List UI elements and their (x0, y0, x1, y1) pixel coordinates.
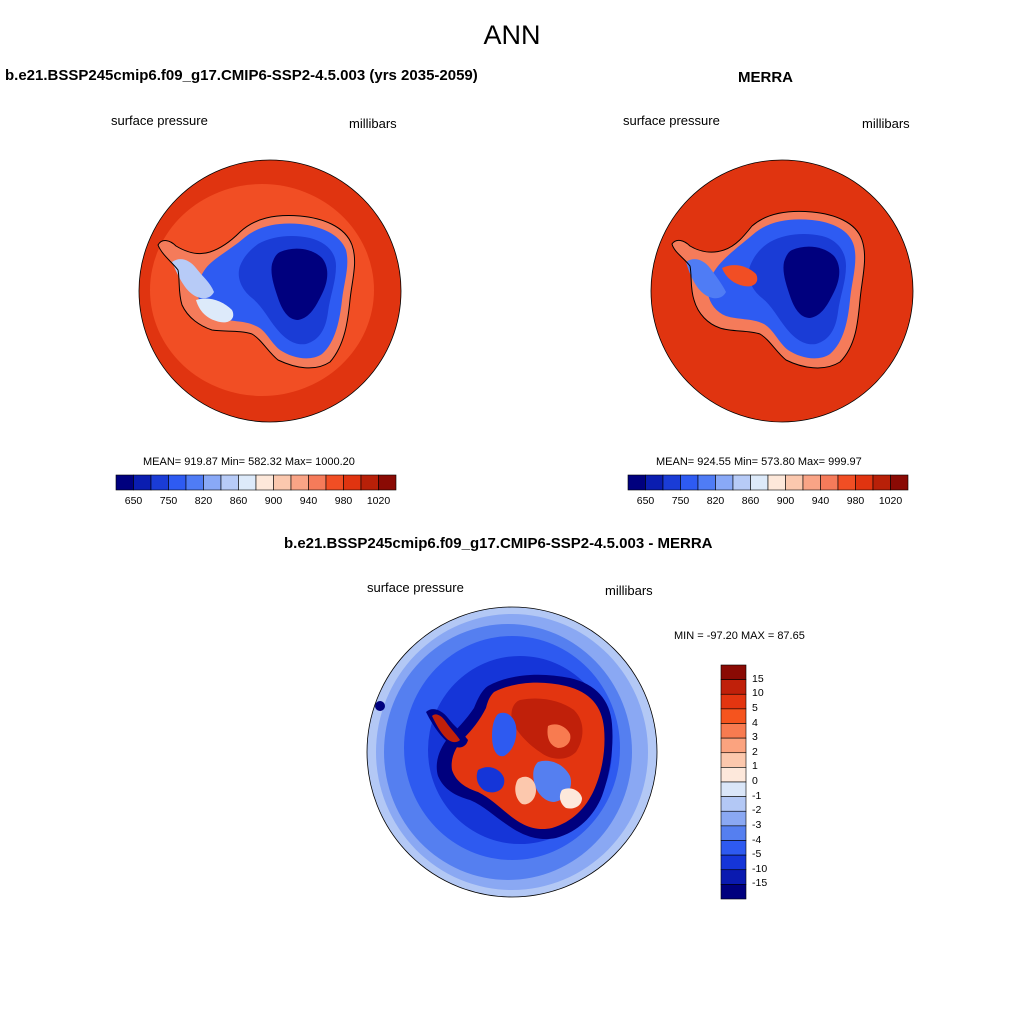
model-colorbar-tick-label: 1020 (366, 495, 391, 507)
obs-colorbar-tick-label: 820 (706, 495, 725, 507)
obs-colorbar-box (890, 474, 909, 491)
model-peninsula (172, 259, 214, 299)
obs-peninsula (686, 259, 726, 299)
diff-colorbar-tick-label: 5 (752, 701, 758, 714)
diff-colorbar-box (720, 810, 747, 827)
diff-colorbar-tick-label: 1 (752, 760, 758, 773)
diff-colorbar-box (720, 869, 747, 885)
obs-coastline (671, 210, 866, 369)
diff-colorbar-tick-label: 10 (752, 687, 764, 700)
model-stats: MEAN= 919.87 Min= 582.32 Max= 1000.20 (143, 456, 355, 468)
diff-colorbar-tick-label: 2 (752, 745, 758, 758)
diff-variable-label: surface pressure (367, 580, 464, 595)
model-variable-label: surface pressure (111, 113, 208, 128)
diff-colorbar-tick-label: -15 (752, 877, 768, 890)
model-colorbar-tick-label: 820 (194, 495, 213, 507)
obs-colorbar-tick-label: 940 (811, 495, 830, 507)
diff-colorbar-tick-label: 4 (752, 716, 758, 729)
model-dome (271, 248, 328, 320)
diff-colorbar-box (720, 752, 747, 768)
model-panel-title: b.e21.BSSP245cmip6.f09_g17.CMIP6-SSP2-4.… (5, 67, 478, 84)
diff-colorbar-box (720, 693, 747, 710)
model-colorbar-tick-label: 940 (299, 495, 318, 507)
diff-colorbar-box (720, 708, 747, 724)
diff-colorbar-tick-label: -4 (752, 833, 762, 846)
diff-colorbar-tick-label: 15 (752, 672, 764, 685)
diff-colorbar-tick-label: -1 (752, 789, 762, 802)
diff-colorbar-box (720, 679, 747, 695)
model-colorbar-tick-label: 860 (229, 495, 248, 507)
diff-stats: MIN = -97.20 MAX = 87.65 (674, 630, 805, 642)
obs-ice-shelf (722, 265, 758, 287)
diff-colorbar-tick-label: -10 (752, 862, 768, 875)
model-colorbar-box (378, 474, 397, 491)
diff-colorbar-box (720, 854, 747, 871)
diff-colorbar-box (720, 781, 747, 797)
diff-colorbar-box (720, 884, 747, 900)
obs-stats: MEAN= 924.55 Min= 573.80 Max= 999.97 (656, 456, 862, 468)
diff-colorbar-box (720, 840, 747, 856)
diff-units-label: millibars (605, 583, 653, 598)
diff-panel-title: b.e21.BSSP245cmip6.f09_g17.CMIP6-SSP2-4.… (284, 535, 713, 552)
model-ice-shelf (196, 298, 234, 323)
obs-map-border (650, 159, 914, 423)
diff-colorbar-tick-label: 3 (752, 731, 758, 744)
diff-colorbar-tick-label: -2 (752, 804, 762, 817)
diff-colorbar-box (720, 825, 747, 841)
diff-colorbar-tick-label: -3 (752, 818, 762, 831)
diff-colorbar-box (720, 723, 747, 739)
model-colorbar-tick-label: 980 (334, 495, 353, 507)
obs-colorbar-tick-label: 900 (776, 495, 795, 507)
diff-colorbar-tick-label: -5 (752, 848, 762, 861)
obs-panel-title: MERRA (738, 69, 793, 86)
model-colorbar-tick-label: 650 (124, 495, 143, 507)
obs-colorbar-tick-label: 860 (741, 495, 760, 507)
obs-colorbar-tick-label: 750 (671, 495, 690, 507)
obs-colorbar-tick-label: 1020 (878, 495, 903, 507)
model-coastline (157, 215, 356, 369)
model-units-label: millibars (349, 116, 397, 131)
obs-units-label: millibars (862, 116, 910, 131)
model-colorbar-tick-label: 900 (264, 495, 283, 507)
model-colorbar-tick-label: 750 (159, 495, 178, 507)
obs-colorbar-tick-label: 650 (636, 495, 655, 507)
diff-colorbar-box (720, 737, 747, 754)
diff-colorbar-box (720, 664, 747, 680)
page-title: ANN (483, 20, 541, 50)
obs-colorbar-tick-label: 980 (846, 495, 865, 507)
diff-colorbar-tick-label: 0 (752, 775, 758, 787)
diff-colorbar-box (720, 767, 747, 783)
diff-colorbar-box (720, 796, 747, 812)
obs-variable-label: surface pressure (623, 113, 720, 128)
obs-dome (783, 246, 840, 318)
model-map-border (138, 159, 402, 423)
diff-map-border (366, 606, 658, 898)
